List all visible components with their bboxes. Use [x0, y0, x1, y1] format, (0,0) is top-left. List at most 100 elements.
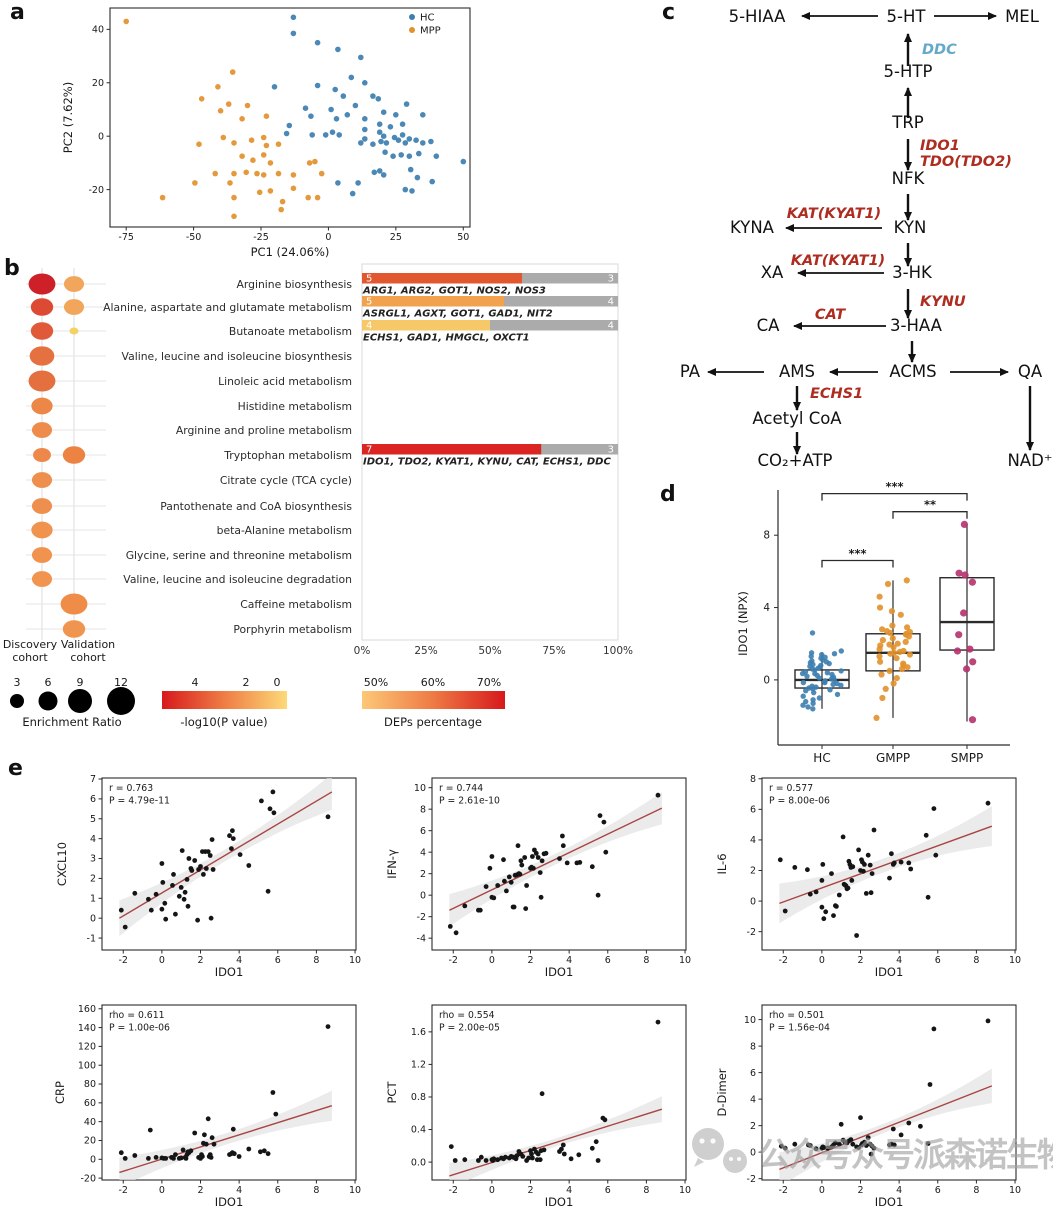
data-point: [539, 858, 545, 864]
data-point: [898, 859, 904, 865]
jitter-point: [879, 626, 886, 633]
data-point: [502, 878, 507, 884]
bar-dep-segment: [362, 320, 490, 331]
data-point: [836, 1141, 842, 1147]
metabolite-node: CA: [757, 316, 781, 335]
data-point: [560, 843, 566, 849]
x-axis-label: IDO1: [215, 965, 244, 979]
jitter-point: [878, 671, 885, 678]
bar-gene-list: IDO1, TDO2, KYAT1, KYNU, CAT, ECHS1, DDC: [363, 457, 611, 468]
legend-swatch-HC: [409, 14, 415, 20]
correlation-pvalue: P = 8.00e-06: [769, 796, 830, 807]
data-point: [362, 116, 368, 122]
pvalue-tick-label: 0: [274, 676, 281, 689]
data-point: [603, 849, 609, 855]
data-point: [541, 1147, 547, 1153]
data-point: [805, 867, 810, 873]
pathway-label: Porphyrin metabolism: [233, 623, 352, 636]
data-point: [181, 896, 187, 902]
data-point: [198, 96, 205, 102]
jitter-point: [886, 667, 893, 675]
dot-validation: [62, 446, 86, 464]
y-axis-label: IDO1 (NPX): [736, 591, 750, 656]
data-point: [833, 1140, 838, 1146]
correlation-coefficient: rho = 0.554: [439, 1010, 495, 1021]
deps-legend-title: DEPs percentage: [384, 715, 482, 729]
data-point: [821, 916, 827, 922]
data-point: [420, 140, 426, 146]
dot-discovery: [31, 472, 53, 488]
data-point: [589, 1145, 595, 1151]
dot-validation: [60, 593, 88, 615]
data-point: [477, 907, 483, 913]
x-tick-label: 2: [527, 1185, 533, 1196]
regression-line: [779, 1085, 993, 1171]
x-tick-label: -2: [119, 1185, 128, 1196]
data-point: [517, 871, 523, 877]
metabolite-node: 5-HIAA: [729, 7, 786, 26]
y-tick-label: 8: [420, 804, 426, 815]
category-label: HC: [813, 751, 830, 765]
data-point: [258, 1149, 263, 1155]
data-point: [205, 1116, 211, 1122]
data-point: [231, 194, 237, 201]
data-point: [178, 885, 184, 890]
data-point: [362, 80, 368, 86]
metabolite-node: AMS: [779, 362, 815, 381]
data-point: [891, 860, 897, 866]
x-axis-label: IDO1: [545, 1195, 574, 1208]
data-point: [595, 1158, 601, 1163]
data-point: [275, 170, 282, 177]
x-tick-label: 6: [605, 955, 611, 966]
significance-bracket: [821, 559, 894, 568]
data-point: [393, 112, 399, 118]
data-point: [577, 860, 583, 865]
y-tick-label: 0: [98, 131, 104, 142]
panel-b-enrichment-dotplot: Arginine biosynthesis Alanine, aspartate …: [3, 263, 633, 729]
data-point: [229, 69, 236, 75]
data-point: [335, 180, 341, 186]
x-tick-label: 8: [973, 955, 979, 966]
data-point: [322, 132, 329, 138]
data-point: [840, 834, 846, 840]
barchart-x-tick-label: 100%: [603, 645, 633, 657]
x-tick-label: 0: [325, 232, 331, 243]
data-point: [483, 884, 489, 889]
data-point: [462, 1157, 468, 1163]
data-point: [820, 862, 826, 867]
jitter-point: [810, 706, 816, 712]
x-tick-label: 10: [349, 955, 361, 966]
plot-border: [761, 777, 1017, 951]
data-point: [433, 153, 440, 159]
data-point: [208, 915, 214, 921]
data-point: [908, 866, 914, 872]
data-point: [862, 862, 867, 867]
data-point: [560, 833, 565, 839]
data-point: [537, 1157, 543, 1163]
data-point: [243, 169, 249, 176]
jitter-point: [968, 578, 977, 586]
data-point: [985, 800, 991, 806]
data-point: [391, 134, 398, 141]
data-point: [452, 1158, 458, 1163]
data-point: [227, 180, 233, 186]
metabolite-node: PA: [680, 362, 701, 381]
y-tick-label: 1.2: [411, 1060, 426, 1071]
x-tick-label: -2: [779, 1185, 788, 1196]
data-point: [231, 170, 237, 177]
data-point: [918, 1123, 923, 1129]
data-point: [349, 190, 356, 197]
jitter-point: [811, 689, 817, 696]
dot-discovery: [33, 447, 51, 463]
regression-layer: [449, 792, 663, 927]
data-point: [564, 860, 570, 866]
data-point: [267, 188, 274, 194]
y-axis-label: D-Dimer: [715, 1068, 729, 1116]
x-tick-label: 10: [349, 1185, 361, 1196]
correlation-coefficient: r = 0.763: [109, 783, 153, 794]
x-tick-label: 6: [935, 1185, 941, 1196]
jitter-point: [961, 571, 969, 579]
y-tick-label: 20: [92, 78, 104, 89]
data-point: [370, 93, 376, 99]
